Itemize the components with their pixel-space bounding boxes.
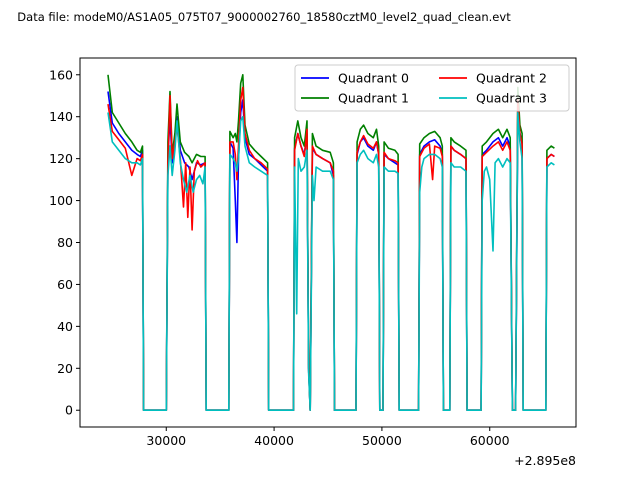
y-tick-label: 20 bbox=[57, 361, 73, 376]
y-tick-label: 80 bbox=[57, 235, 73, 250]
x-tick-label: 40000 bbox=[254, 433, 294, 448]
series-line-quadrant-1 bbox=[107, 74, 555, 411]
y-tick-label: 120 bbox=[49, 151, 73, 166]
legend: Quadrant 0 Quadrant 1 Quadrant 2 Quadrant 3 bbox=[294, 64, 570, 112]
x-tick-label: 30000 bbox=[146, 433, 186, 448]
chart-title: Data file: modeM0/AS1A05_075T07_90000027… bbox=[17, 10, 511, 24]
series-line-quadrant-2 bbox=[107, 86, 555, 411]
x-tick-label: 60000 bbox=[470, 433, 510, 448]
x-axis: 30000 40000 50000 60000 bbox=[146, 427, 510, 448]
legend-label-quadrant-1: Quadrant 1 bbox=[338, 91, 409, 106]
legend-label-quadrant-3: Quadrant 3 bbox=[476, 91, 547, 106]
y-tick-label: 60 bbox=[57, 277, 73, 292]
plot-lines bbox=[107, 74, 555, 411]
y-tick-label: 100 bbox=[49, 193, 73, 208]
y-tick-label: 140 bbox=[49, 109, 73, 124]
x-tick-label: 50000 bbox=[362, 433, 402, 448]
legend-box bbox=[294, 64, 570, 112]
y-axis: 0 20 40 60 80 100 120 140 160 bbox=[49, 67, 80, 418]
y-tick-label: 40 bbox=[57, 319, 73, 334]
legend-label-quadrant-2: Quadrant 2 bbox=[476, 71, 547, 86]
y-tick-label: 160 bbox=[49, 67, 73, 82]
x-axis-offset-label: +2.895e8 bbox=[514, 453, 576, 468]
series-line-quadrant-3 bbox=[107, 111, 555, 411]
legend-label-quadrant-0: Quadrant 0 bbox=[338, 71, 409, 86]
axes-frame bbox=[79, 57, 577, 428]
y-tick-label: 0 bbox=[65, 403, 73, 418]
